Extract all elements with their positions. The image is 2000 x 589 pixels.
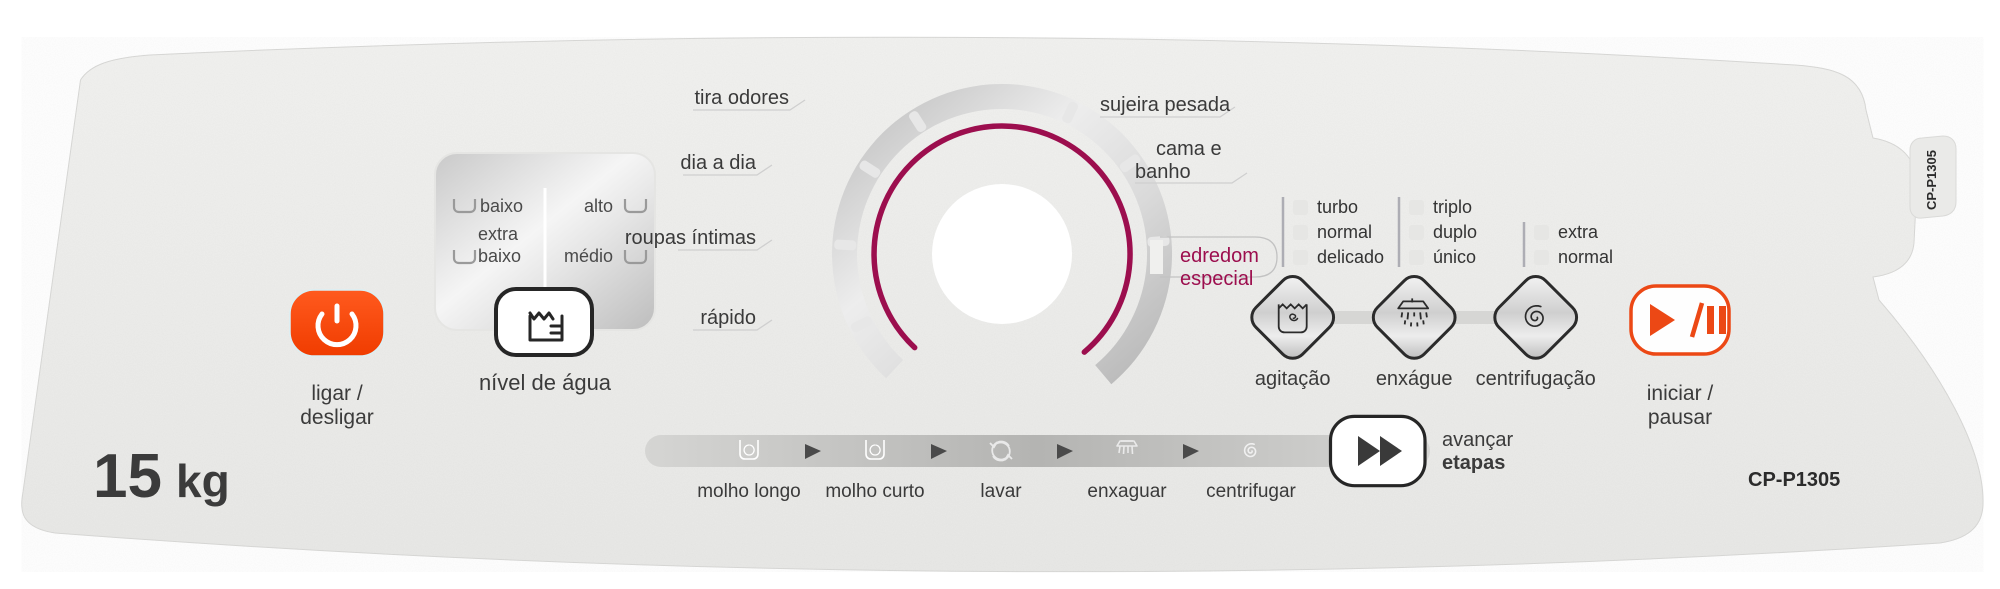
- svg-text:etapas: etapas: [1442, 452, 1505, 474]
- svg-text:dia a dia: dia a dia: [680, 152, 756, 174]
- svg-text:triplo: triplo: [1433, 197, 1472, 217]
- svg-text:avançar: avançar: [1442, 429, 1513, 451]
- svg-text:sujeira pesada: sujeira pesada: [1100, 94, 1231, 116]
- svg-text:15: 15: [93, 442, 162, 511]
- svg-text:molho longo: molho longo: [697, 481, 801, 502]
- svg-text:extra: extra: [1558, 222, 1599, 242]
- svg-text:extra: extra: [478, 224, 519, 244]
- svg-text:tira odores: tira odores: [695, 87, 790, 109]
- svg-text:roupas íntimas: roupas íntimas: [625, 227, 756, 249]
- svg-text:delicado: delicado: [1317, 247, 1384, 267]
- svg-text:normal: normal: [1317, 222, 1372, 242]
- svg-text:iniciar /: iniciar /: [1647, 382, 1714, 405]
- svg-text:pausar: pausar: [1648, 406, 1712, 429]
- svg-text:banho: banho: [1135, 161, 1191, 183]
- svg-text:especial: especial: [1180, 268, 1253, 290]
- svg-text:ligar /: ligar /: [311, 382, 363, 405]
- svg-text:único: único: [1433, 247, 1476, 267]
- svg-text:centrifugar: centrifugar: [1206, 481, 1296, 502]
- svg-text:molho curto: molho curto: [825, 481, 924, 502]
- svg-text:alto: alto: [584, 196, 613, 216]
- svg-text:baixo: baixo: [480, 196, 523, 216]
- svg-text:cama e: cama e: [1156, 138, 1222, 160]
- svg-text:centrifugação: centrifugação: [1476, 368, 1596, 390]
- svg-text:enxágue: enxágue: [1376, 368, 1453, 390]
- svg-text:CP-P1305: CP-P1305: [1924, 150, 1939, 210]
- svg-text:baixo: baixo: [478, 246, 521, 266]
- svg-text:duplo: duplo: [1433, 222, 1477, 242]
- svg-text:edredom: edredom: [1180, 245, 1259, 267]
- svg-text:médio: médio: [564, 246, 613, 266]
- svg-text:rápido: rápido: [700, 307, 756, 329]
- svg-text:lavar: lavar: [980, 481, 1022, 502]
- svg-text:nível de água: nível de água: [479, 370, 612, 395]
- svg-text:CP-P1305: CP-P1305: [1748, 469, 1840, 491]
- svg-text:normal: normal: [1558, 247, 1613, 267]
- svg-text:turbo: turbo: [1317, 197, 1358, 217]
- svg-text:kg: kg: [176, 455, 230, 507]
- svg-text:desligar: desligar: [300, 406, 374, 429]
- svg-text:agitação: agitação: [1255, 368, 1331, 390]
- svg-text:enxaguar: enxaguar: [1087, 481, 1167, 502]
